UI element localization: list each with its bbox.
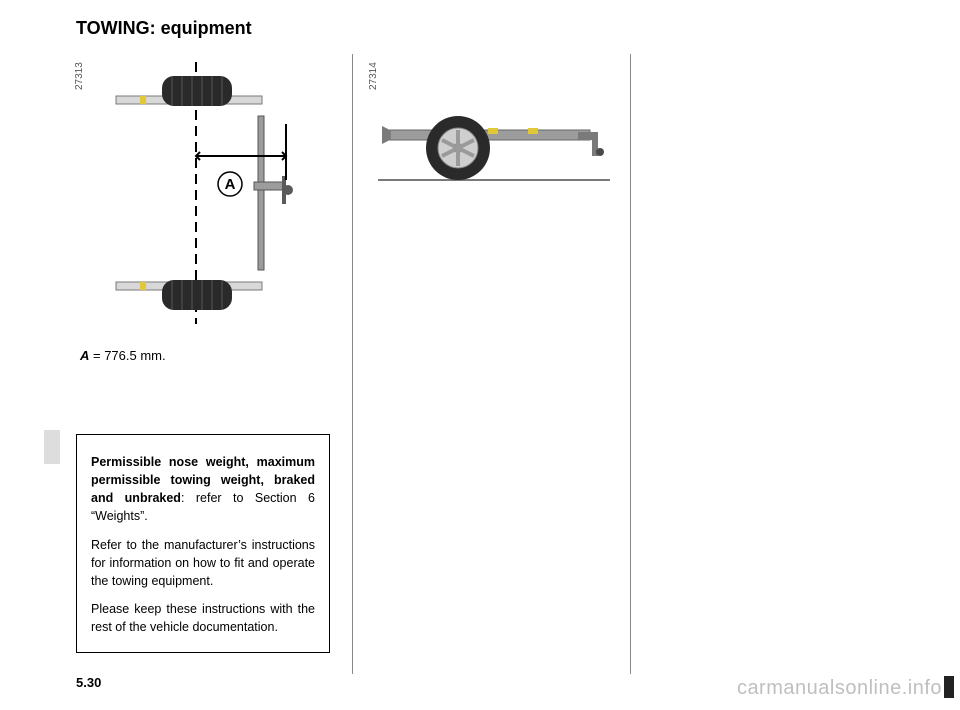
page-title: TOWING: equipment [76, 18, 252, 39]
info-para-1: Permissible nose weight, maxi­mum permis… [91, 453, 315, 526]
info-para-3: Please keep these instructions with the … [91, 600, 315, 636]
thumb-tab [44, 430, 60, 464]
column-divider [352, 54, 353, 674]
figure-number: 27314 [368, 62, 379, 90]
figure-towbar-top-view: A [88, 56, 328, 330]
dimension-text: A = 776.5 mm. [80, 348, 166, 363]
column-divider [630, 54, 631, 674]
info-para-2: Refer to the manufacturer’s instruc­tion… [91, 536, 315, 590]
figure-towbar-side-view [378, 96, 610, 196]
bookmark-icon [944, 676, 954, 698]
svg-text:A: A [225, 176, 236, 193]
dimension-letter: A [80, 348, 89, 363]
info-box: Permissible nose weight, maxi­mum permis… [76, 434, 330, 653]
figure-number: 27313 [74, 62, 85, 90]
watermark: carmanualsonline.info [737, 677, 942, 700]
dimension-value: = 776.5 mm. [89, 348, 165, 363]
manual-page: TOWING: equipment 27313 27314 [50, 10, 910, 690]
page-number: 5.30 [76, 675, 101, 690]
